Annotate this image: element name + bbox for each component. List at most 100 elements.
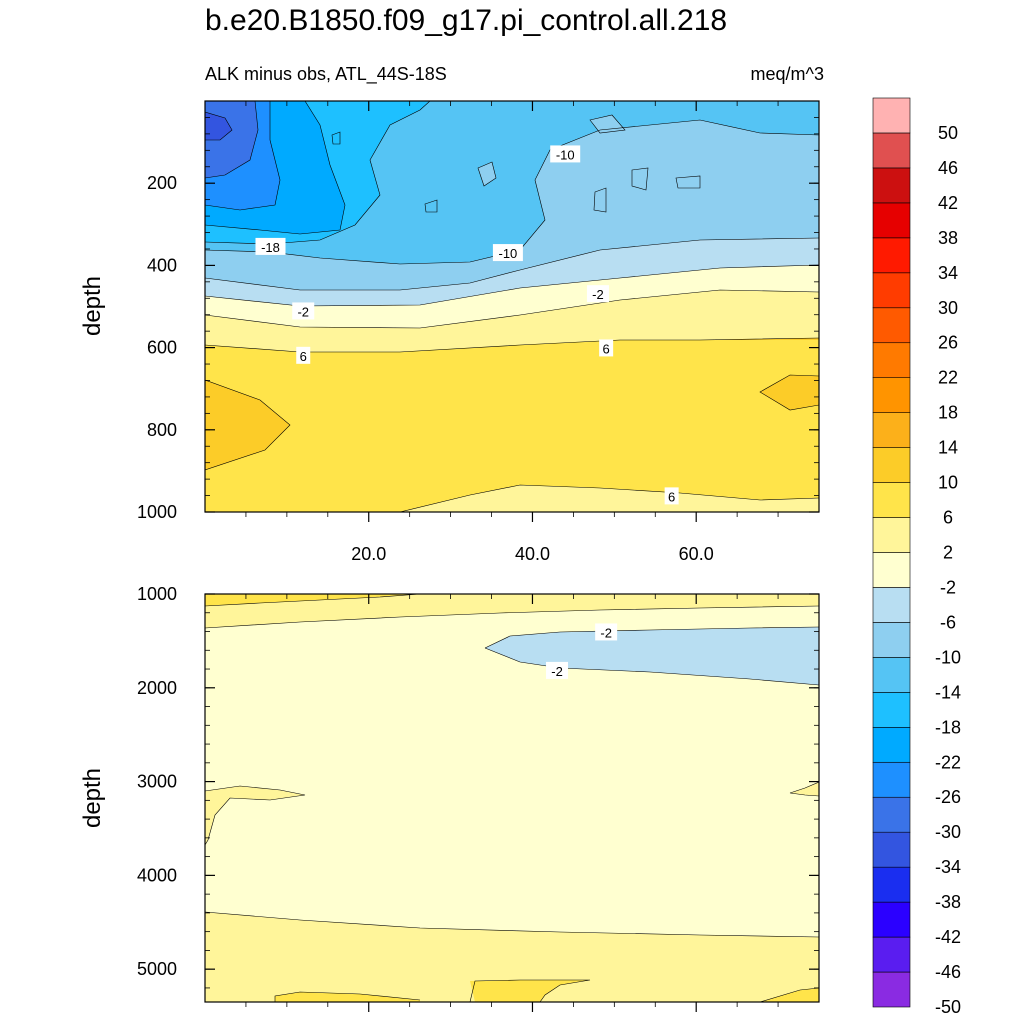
- colorbar-label: 50: [938, 123, 958, 143]
- colorbar-bin: [872, 727, 911, 763]
- upper-contour-label: -2: [586, 285, 609, 303]
- units-label: meq/m^3: [750, 64, 824, 84]
- colorbar-bin: [872, 866, 911, 903]
- colorbar-bin: [872, 657, 911, 693]
- colorbar-label: 14: [938, 438, 958, 458]
- colorbar-label: -6: [940, 612, 956, 632]
- contour-label-background: [599, 339, 614, 357]
- contour-labels: -10 -18 -10 -2 -2 6 6 6 -2 -2: [255, 145, 679, 679]
- colorbar-bin: [872, 447, 911, 483]
- contour-label-text: 6: [668, 489, 675, 504]
- patch-blue-7: [332, 132, 340, 144]
- contour-label-text: -10: [556, 147, 575, 162]
- colorbar-bin: [872, 237, 911, 274]
- colorbar-label: -10: [935, 647, 961, 667]
- colorbar-bin: [872, 552, 911, 588]
- colorbar: 50 46 42 38 34 30 26 22 18 14 10 6 2 -2 -6 -10 -14 -18 -22…: [872, 97, 961, 1017]
- colorbar-bin: [872, 831, 911, 868]
- lower-contour-fills: [205, 594, 819, 1002]
- fill-6-10-bottom-1: [470, 980, 590, 1002]
- upper-x-tick-label: 60.0: [679, 544, 714, 564]
- colorbar-label: -26: [935, 787, 961, 807]
- colorbar-bin: [872, 202, 911, 239]
- colorbar-bin: [872, 796, 911, 833]
- upper-contour-label: -10: [492, 244, 523, 262]
- axis-ticks: 200 400 600 800 1000 20.0 40.0 60.0 1000 2000 3000…: [137, 100, 819, 1012]
- colorbar-bin: [872, 517, 911, 553]
- upper-contour-label: 6: [664, 487, 679, 505]
- colorbar-bin: [872, 132, 911, 169]
- lower-contour-label: -2: [546, 661, 569, 679]
- patch-blue-2: [594, 188, 606, 212]
- colorbar-bin: [872, 342, 911, 378]
- colorbar-bin: [872, 167, 911, 204]
- contour-label-text: -2: [297, 304, 309, 319]
- colorbar-label: 26: [938, 333, 958, 353]
- colorbar-bin: [872, 761, 911, 798]
- contour-label-background: [586, 285, 609, 303]
- colorbar-label: -38: [935, 892, 961, 912]
- upper-contour-label: 6: [296, 346, 311, 364]
- upper-plot-frame: [204, 100, 820, 513]
- colorbar-label: 6: [943, 508, 953, 528]
- colorbar-bin: [872, 307, 911, 344]
- contour-label-text: -10: [499, 246, 518, 261]
- upper-y-tick-label: 600: [147, 338, 177, 358]
- upper-x-tick-label: 40.0: [515, 544, 550, 564]
- patch-blue-4: [676, 176, 700, 188]
- contour-label-text: -2: [551, 664, 563, 679]
- colorbar-bin: [872, 692, 911, 728]
- lower-y-tick-label: 2000: [137, 678, 177, 698]
- colorbar-bin: [872, 482, 911, 518]
- upper-y-axis-label: depth: [79, 276, 106, 336]
- colorbar-label: 18: [938, 403, 958, 423]
- colorbar-bin: [872, 377, 911, 413]
- colorbar-label: 10: [938, 473, 958, 493]
- fill-6-10-bottom-2: [275, 992, 420, 1002]
- upper-contour-label: -10: [550, 145, 581, 163]
- upper-y-tick-label: 400: [147, 255, 177, 275]
- colorbar-label: 38: [938, 228, 958, 248]
- colorbar-bin: [872, 97, 911, 134]
- contour-label-background: [296, 346, 311, 364]
- upper-contour-label: 6: [599, 339, 614, 357]
- contour-label-text: 6: [603, 341, 610, 356]
- fill-2-6-left: [205, 786, 305, 845]
- patch-blue-1: [478, 162, 496, 186]
- colorbar-label: -30: [935, 822, 961, 842]
- lower-y-axis-label: depth: [79, 768, 106, 828]
- lower-contour-label: -2: [595, 623, 618, 641]
- colorbar-label: 34: [938, 263, 958, 283]
- lower-y-tick-label: 1000: [137, 584, 177, 604]
- contour-label-text: 6: [300, 349, 307, 364]
- contour-label-background: [550, 145, 581, 163]
- contour-label-background: [546, 661, 569, 679]
- colorbar-label: 46: [938, 158, 958, 178]
- lower-plot-frame: [204, 593, 820, 1003]
- colorbar-label: -46: [935, 962, 961, 982]
- colorbar-label: 2: [943, 543, 953, 563]
- contour-label-background: [664, 487, 679, 505]
- colorbar-bin: [872, 587, 911, 623]
- colorbar-label: -14: [935, 682, 961, 702]
- fill-2-6-bottom: [400, 485, 819, 512]
- fill-2-6-top: [205, 594, 819, 628]
- lower-y-tick-label: 3000: [137, 772, 177, 792]
- fill-6-10-bottom-3: [760, 988, 819, 1002]
- colorbar-label: -18: [935, 717, 961, 737]
- colorbar-label: -42: [935, 927, 961, 947]
- upper-contour-label: -2: [292, 302, 315, 320]
- colorbar-label: -22: [935, 752, 961, 772]
- fill-6-10: [205, 340, 819, 512]
- colorbar-label: -34: [935, 857, 961, 877]
- colorbar-bin: [872, 971, 911, 1008]
- contour-label-background: [595, 623, 618, 641]
- upper-contour-label: -18: [255, 237, 286, 255]
- upper-x-tick-label: 20.0: [351, 544, 386, 564]
- upper-contour-fills: [205, 101, 819, 512]
- contour-label-background: [292, 302, 315, 320]
- contour-label-text: -2: [592, 287, 604, 302]
- lower-contour-lines: [205, 594, 819, 1002]
- colorbar-label: 22: [938, 368, 958, 388]
